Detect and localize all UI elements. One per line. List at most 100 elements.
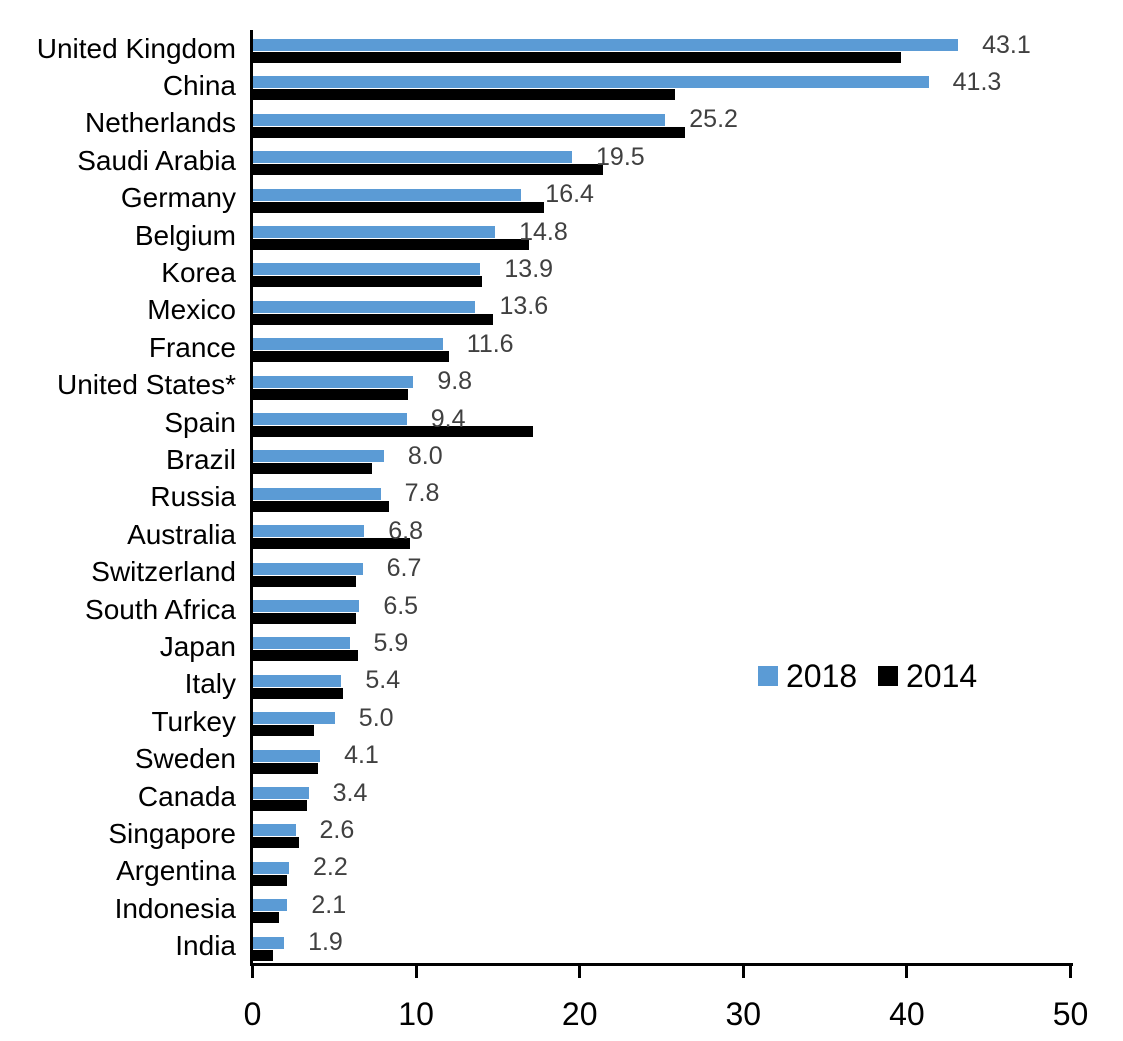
bar-2014 <box>253 725 314 737</box>
bar-2014 <box>253 276 483 288</box>
bar-2018 <box>253 226 496 238</box>
bar-2018 <box>253 899 288 912</box>
bar-2014 <box>253 949 273 961</box>
x-axis-tick <box>414 966 418 978</box>
bar-2018 <box>253 861 289 874</box>
x-axis-tick <box>251 966 254 978</box>
value-label: 25.2 <box>689 105 738 134</box>
bar-2018 <box>253 936 285 949</box>
bar-2014 <box>253 538 411 550</box>
value-label: 11.6 <box>466 329 514 358</box>
bar-2018 <box>253 487 381 500</box>
bar-2018 <box>253 674 342 687</box>
legend-swatch-2018-icon <box>758 666 778 686</box>
value-label: 2.2 <box>312 853 348 882</box>
category-row: South Africa 6.5 <box>0 591 1123 628</box>
category-label: Canada <box>137 780 236 812</box>
category-label: France <box>148 331 236 363</box>
bar-2018 <box>253 562 363 575</box>
bar-2018 <box>253 39 959 51</box>
bar-2018 <box>253 375 414 388</box>
bar-2014 <box>253 426 533 437</box>
category-row: Mexico 13.6 <box>0 292 1123 329</box>
bar-2014 <box>253 89 676 101</box>
category-label: South Africa <box>85 593 236 625</box>
bar-2018 <box>253 338 443 351</box>
x-axis-tick <box>1069 966 1072 978</box>
value-label: 6.5 <box>383 591 419 620</box>
value-label: 8.0 <box>407 441 443 470</box>
category-label: Belgium <box>134 219 236 251</box>
value-label: 1.9 <box>308 928 343 957</box>
value-label: 41.3 <box>952 67 1002 96</box>
value-label: 9.8 <box>437 367 473 396</box>
category-label: United States* <box>57 369 236 401</box>
category-row: Indonesia 2.1 <box>0 890 1123 927</box>
category-row: Australia 6.8 <box>0 516 1123 553</box>
category-label: Spain <box>164 406 236 438</box>
value-label: 2.6 <box>319 815 355 844</box>
x-axis-tick-label: 10 <box>398 995 434 1032</box>
value-label: 13.6 <box>499 292 549 321</box>
category-label: Italy <box>184 668 236 700</box>
category-row: India 1.9 <box>0 928 1123 965</box>
bar-2014 <box>253 164 604 176</box>
bar-2018 <box>253 712 335 725</box>
legend-label-2018: 2018 <box>786 657 858 694</box>
category-label: Switzerland <box>91 556 236 588</box>
category-row: Singapore 2.6 <box>0 815 1123 852</box>
y-axis-line <box>250 30 253 965</box>
x-axis-tick-label: 40 <box>889 995 925 1032</box>
x-axis-tick-label: 30 <box>725 995 762 1032</box>
category-row: Switzerland 6.7 <box>0 554 1123 591</box>
category-row: Italy 5.4 <box>0 666 1123 703</box>
value-label: 3.4 <box>332 778 368 807</box>
category-row: France 11.6 <box>0 329 1123 366</box>
category-label: China <box>162 70 236 102</box>
bar-2014 <box>253 351 450 363</box>
category-label: Brazil <box>165 444 236 476</box>
bar-2018 <box>253 600 360 612</box>
category-row: China 41.3 <box>0 67 1123 104</box>
bar-2018 <box>253 450 384 463</box>
legend-label-2014: 2014 <box>906 657 978 694</box>
x-axis-line <box>250 963 1073 966</box>
bar-2018 <box>253 749 321 762</box>
x-axis-tick-label: 50 <box>1052 995 1089 1032</box>
category-label: Sweden <box>134 743 236 775</box>
category-row: Belgium 14.8 <box>0 217 1123 254</box>
category-label: Mexico <box>147 294 236 326</box>
value-label: 2.1 <box>311 890 347 919</box>
category-row: Saudi Arabia 19.5 <box>0 142 1123 179</box>
value-label: 7.8 <box>404 479 440 508</box>
category-row: Canada 3.4 <box>0 778 1123 815</box>
category-label: Korea <box>161 257 236 289</box>
category-label: Australia <box>127 518 236 550</box>
legend-swatch-2014-icon <box>878 666 898 686</box>
category-row: Korea 13.9 <box>0 254 1123 291</box>
bar-2018 <box>253 263 481 276</box>
value-label: 13.9 <box>504 254 554 283</box>
category-row: Russia 7.8 <box>0 479 1123 516</box>
value-label: 4.1 <box>344 741 379 770</box>
bar-2014 <box>253 575 357 587</box>
category-label: Indonesia <box>114 892 236 924</box>
bar-2014 <box>253 613 357 624</box>
bar-2014 <box>253 912 280 924</box>
category-label: Turkey <box>151 705 236 737</box>
bar-2018 <box>253 300 476 313</box>
value-label: 14.8 <box>519 217 568 246</box>
value-label: 6.8 <box>388 516 423 545</box>
value-label: 6.7 <box>386 554 422 583</box>
category-label: United Kingdom <box>36 32 236 64</box>
category-row: Turkey 5.0 <box>0 703 1123 740</box>
x-axis-tick <box>741 966 745 978</box>
bar-2018 <box>253 525 365 538</box>
category-label: Saudi Arabia <box>77 144 236 176</box>
category-row: Germany 16.4 <box>0 180 1123 217</box>
x-axis-tick-label: 0 <box>243 995 262 1032</box>
category-label: India <box>175 930 236 962</box>
value-label: 5.4 <box>365 666 401 695</box>
category-label: Russia <box>150 481 236 513</box>
bar-2018 <box>253 413 407 425</box>
